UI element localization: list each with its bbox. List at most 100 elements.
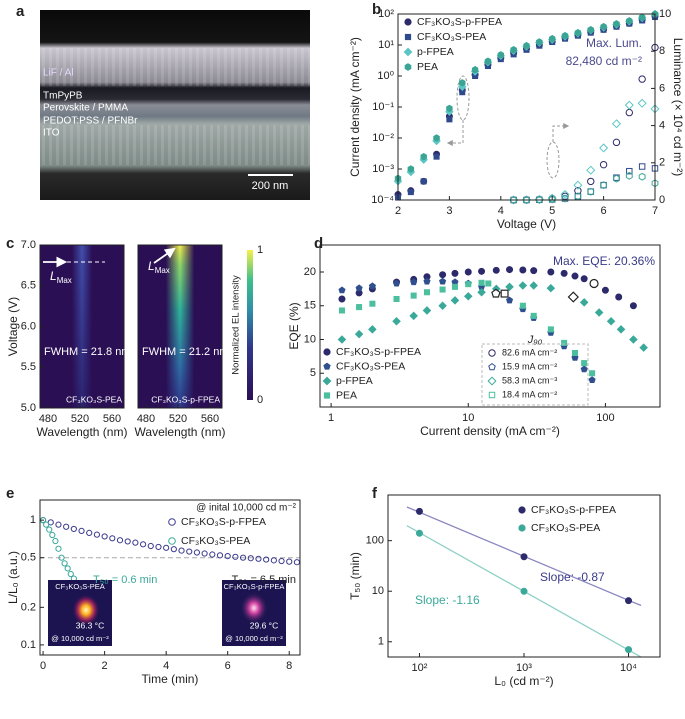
current-marker bbox=[600, 22, 607, 31]
y-tick-label: 10⁻³ bbox=[372, 163, 394, 175]
data-marker bbox=[506, 266, 514, 274]
j90-marker bbox=[500, 289, 509, 298]
luminance-marker bbox=[587, 177, 595, 186]
panel-label: c bbox=[6, 235, 14, 252]
guide-arrow bbox=[446, 120, 464, 146]
y-tick-label: 7.0 bbox=[21, 239, 36, 251]
data-marker bbox=[464, 268, 472, 276]
y-tick-label: 6.0 bbox=[21, 320, 36, 332]
luminance-marker bbox=[599, 143, 609, 153]
annotation: FWHM = 21.2 nm bbox=[142, 346, 229, 358]
legend-marker bbox=[518, 506, 526, 514]
current-marker bbox=[523, 41, 530, 50]
luminance-marker bbox=[625, 108, 633, 117]
data-marker bbox=[415, 507, 423, 515]
data-marker bbox=[139, 541, 147, 548]
data-marker bbox=[520, 587, 528, 595]
current-marker bbox=[497, 51, 505, 59]
data-marker bbox=[255, 555, 262, 562]
data-marker bbox=[393, 295, 400, 303]
data-marker bbox=[580, 365, 588, 373]
legend-marker bbox=[323, 362, 331, 370]
legend-marker bbox=[518, 524, 526, 532]
annotation: T₅₀ = 6.5 min bbox=[232, 574, 296, 586]
x-tick-label: 4 bbox=[163, 660, 169, 672]
legend-marker bbox=[404, 18, 412, 26]
plot-frame bbox=[137, 244, 223, 409]
data-marker bbox=[530, 312, 537, 319]
x-tick-label: 10⁴ bbox=[620, 662, 637, 674]
annotation: FWHM = 21.8 nm bbox=[44, 346, 131, 358]
luminance-marker bbox=[600, 181, 607, 190]
y-tick-label: 10 bbox=[372, 585, 384, 597]
data-marker bbox=[560, 269, 568, 277]
j90-marker bbox=[589, 278, 599, 289]
data-marker bbox=[55, 521, 62, 528]
data-marker bbox=[616, 325, 626, 334]
data-marker bbox=[116, 537, 124, 544]
data-marker bbox=[601, 286, 609, 294]
x-tick-label: 480 bbox=[39, 413, 57, 425]
y-tick-label: 10⁰ bbox=[377, 70, 394, 82]
sample-label: CF₃KO₃S-p-FPEA bbox=[151, 394, 220, 404]
legend-label: PEA bbox=[417, 61, 438, 73]
data-marker bbox=[224, 552, 231, 560]
luminance-marker bbox=[637, 98, 647, 108]
legend-label: CF₃KO₃S-p-FPEA bbox=[336, 346, 421, 358]
layer-label: PEDOT:PSS / PFNBr bbox=[43, 116, 138, 127]
legend-label: p-FPEA bbox=[336, 375, 373, 387]
data-marker bbox=[286, 558, 293, 565]
x-tick-label: 4 bbox=[498, 205, 504, 217]
panel-label: f bbox=[372, 485, 378, 502]
l-max-symbol: L bbox=[148, 259, 155, 273]
luminance-marker bbox=[626, 167, 633, 175]
panel-label: b bbox=[372, 1, 381, 18]
x-tick-label: 0 bbox=[40, 660, 46, 672]
guide-ellipse bbox=[546, 141, 560, 179]
sample-label: CF₃KO₃S-PEA bbox=[66, 394, 122, 404]
y-tick-label: 10 bbox=[304, 333, 316, 345]
legend-marker bbox=[322, 376, 332, 386]
y-tick-label: 1 bbox=[30, 514, 36, 526]
data-marker bbox=[67, 570, 74, 578]
data-marker bbox=[186, 548, 193, 555]
current-marker bbox=[420, 178, 427, 185]
y-tick-label: 5.0 bbox=[21, 402, 36, 414]
x-tick-label: 520 bbox=[169, 413, 187, 425]
current-marker bbox=[561, 31, 569, 40]
luminance-marker bbox=[535, 195, 543, 204]
layer-label: ITO bbox=[43, 128, 60, 139]
j90-marker bbox=[491, 288, 501, 298]
x-tick-label: 560 bbox=[201, 413, 219, 425]
j90-legend-marker bbox=[488, 349, 496, 357]
x-tick-label: 100 bbox=[596, 412, 614, 424]
y-axis-label: T₅₀ (min) bbox=[348, 552, 362, 600]
data-marker bbox=[101, 533, 108, 540]
y-tick-label: 0.2 bbox=[21, 601, 36, 613]
x-tick-label: 3 bbox=[446, 205, 452, 217]
data-marker bbox=[492, 266, 500, 274]
y-tick-label: 5 bbox=[310, 367, 316, 379]
luminance-marker bbox=[561, 194, 569, 203]
data-marker bbox=[61, 560, 68, 567]
legend-marker bbox=[323, 348, 331, 356]
data-marker bbox=[629, 302, 637, 310]
l-max-label: LMax bbox=[50, 269, 72, 285]
data-marker bbox=[505, 282, 514, 292]
x-tick-label: 6 bbox=[225, 660, 231, 672]
data-marker bbox=[163, 544, 170, 551]
data-marker bbox=[589, 370, 596, 377]
j90-label: 58.3 mA cm⁻³ bbox=[502, 375, 557, 385]
legend-label: p-FPEA bbox=[417, 46, 454, 58]
legend-label: CF₃KO₃S-PEA bbox=[417, 31, 486, 43]
x-axis-label: Wavelength (nm) bbox=[37, 425, 128, 439]
data-marker bbox=[58, 554, 65, 561]
layer-label: Perovskite / PMMA bbox=[43, 103, 128, 114]
data-marker bbox=[52, 537, 59, 545]
annotation: 82,480 cd m⁻² bbox=[566, 54, 642, 68]
current-marker bbox=[433, 134, 440, 142]
current-marker bbox=[638, 13, 646, 22]
annotation: @ inital 10,000 cd m⁻² bbox=[196, 503, 297, 514]
l-max-symbol: L bbox=[50, 269, 57, 283]
x-tick-label: 7 bbox=[652, 205, 658, 217]
